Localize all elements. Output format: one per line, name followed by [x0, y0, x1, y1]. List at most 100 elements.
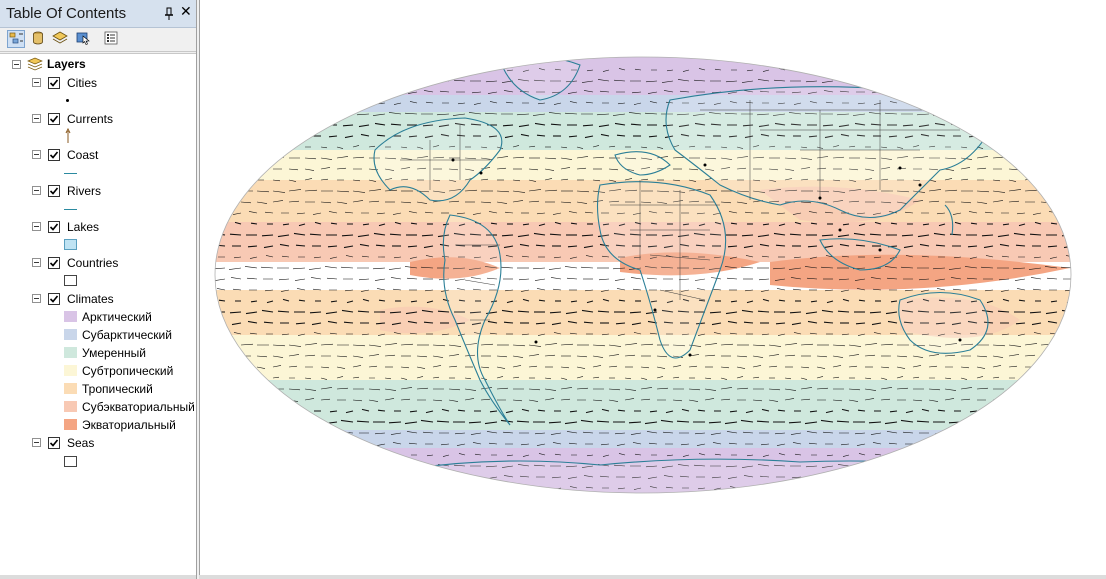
- current-arrow: [533, 232, 546, 236]
- map-horizontal-scrollbar[interactable]: [199, 575, 1106, 579]
- current-arrow: [368, 399, 379, 402]
- current-arrow: [240, 178, 249, 181]
- current-arrow: [308, 421, 322, 424]
- rivers-visibility-checkbox[interactable]: [48, 185, 60, 197]
- current-arrow: [663, 321, 674, 324]
- current-arrow: [869, 233, 882, 236]
- layers-root-label[interactable]: Layers: [47, 57, 86, 71]
- layer-label-lakes[interactable]: Lakes: [67, 220, 100, 234]
- current-arrow: [1000, 133, 1010, 137]
- cities-visibility-checkbox[interactable]: [48, 77, 60, 89]
- current-arrow: [949, 311, 962, 314]
- current-arrow: [920, 443, 930, 446]
- current-arrow: [216, 212, 226, 215]
- current-arrow: [1018, 453, 1026, 456]
- current-arrow: [848, 344, 862, 347]
- current-arrow: [1045, 80, 1058, 83]
- current-arrow: [852, 113, 866, 116]
- current-arrow: [361, 408, 370, 412]
- collapse-seas-toggle[interactable]: [32, 438, 41, 447]
- world-climate-map[interactable]: [200, 0, 1105, 575]
- current-arrow: [552, 442, 562, 445]
- current-arrow: [528, 354, 540, 357]
- current-arrow: [248, 135, 258, 138]
- layer-label-rivers[interactable]: Rivers: [67, 184, 102, 198]
- current-arrow: [265, 101, 274, 104]
- current-arrow: [793, 256, 802, 259]
- map-canvas[interactable]: [199, 0, 1106, 579]
- current-arrow: [485, 80, 498, 83]
- current-arrow: [388, 421, 402, 424]
- current-arrow: [249, 101, 258, 104]
- collapse-countries-toggle[interactable]: [32, 258, 41, 267]
- current-arrow: [405, 80, 418, 83]
- current-arrow: [944, 178, 953, 181]
- current-arrow: [247, 91, 258, 94]
- seas-visibility-checkbox[interactable]: [48, 437, 60, 449]
- list-by-visibility-button[interactable]: [52, 30, 70, 48]
- current-arrow: [743, 321, 754, 324]
- collapse-cities-toggle[interactable]: [32, 78, 41, 87]
- current-arrow: [986, 69, 994, 72]
- layer-label-countries[interactable]: Countries: [67, 256, 119, 270]
- layer-label-coast[interactable]: Coast: [67, 148, 99, 162]
- current-arrow: [256, 387, 269, 390]
- current-arrow: [1008, 168, 1019, 171]
- pin-icon[interactable]: [163, 6, 175, 20]
- current-arrow: [644, 112, 658, 115]
- current-arrow: [634, 68, 642, 71]
- current-arrow: [838, 278, 850, 281]
- current-arrow: [425, 101, 434, 104]
- countries-visibility-checkbox[interactable]: [48, 257, 60, 269]
- collapse-rivers-toggle[interactable]: [32, 186, 41, 195]
- current-arrow: [1064, 135, 1071, 139]
- layer-label-climates[interactable]: Climates: [67, 292, 114, 306]
- current-arrow: [713, 487, 722, 490]
- current-arrow: [453, 464, 466, 467]
- current-arrow: [823, 321, 834, 324]
- collapse-lakes-toggle[interactable]: [32, 222, 41, 231]
- current-arrow: [624, 388, 637, 391]
- options-button[interactable]: [103, 30, 121, 48]
- current-arrow: [393, 102, 402, 105]
- current-arrow: [408, 135, 418, 138]
- list-by-drawing-order-button[interactable]: [7, 30, 25, 48]
- current-arrow: [584, 289, 594, 292]
- list-by-source-button[interactable]: [30, 30, 48, 48]
- current-arrow: [896, 355, 908, 358]
- climates-visibility-checkbox[interactable]: [48, 293, 60, 305]
- layer-label-currents[interactable]: Currents: [67, 112, 114, 126]
- layer-label-cities[interactable]: Cities: [67, 76, 98, 90]
- close-button[interactable]: ✕: [180, 4, 192, 20]
- layer-label-seas[interactable]: Seas: [67, 436, 95, 450]
- collapse-climates-toggle[interactable]: [32, 294, 41, 303]
- current-arrow: [416, 146, 424, 149]
- current-arrow: [864, 157, 877, 160]
- current-arrow: [832, 145, 840, 148]
- current-arrow: [407, 91, 418, 94]
- toc-horizontal-scrollbar[interactable]: [0, 575, 196, 579]
- current-arrow: [311, 91, 322, 94]
- current-arrow: [624, 343, 638, 346]
- collapse-currents-toggle[interactable]: [32, 114, 41, 123]
- current-arrow: [352, 344, 366, 347]
- current-arrow: [870, 123, 882, 126]
- current-arrow: [343, 475, 354, 478]
- list-by-selection-button[interactable]: [75, 30, 93, 48]
- current-arrow: [375, 322, 386, 325]
- current-arrow: [768, 354, 780, 357]
- currents-visibility-checkbox[interactable]: [48, 113, 60, 125]
- current-arrow: [650, 300, 658, 303]
- current-arrow: [224, 157, 237, 160]
- collapse-coast-toggle[interactable]: [32, 150, 41, 159]
- current-arrow: [807, 320, 818, 324]
- lakes-visibility-checkbox[interactable]: [48, 221, 60, 233]
- current-arrow: [288, 168, 299, 171]
- coast-visibility-checkbox[interactable]: [48, 149, 60, 161]
- current-arrow: [608, 344, 622, 347]
- collapse-layers-toggle[interactable]: [12, 60, 21, 69]
- current-arrow: [336, 167, 347, 170]
- current-arrow: [720, 366, 730, 369]
- current-arrow: [711, 476, 722, 479]
- current-arrow: [969, 486, 978, 489]
